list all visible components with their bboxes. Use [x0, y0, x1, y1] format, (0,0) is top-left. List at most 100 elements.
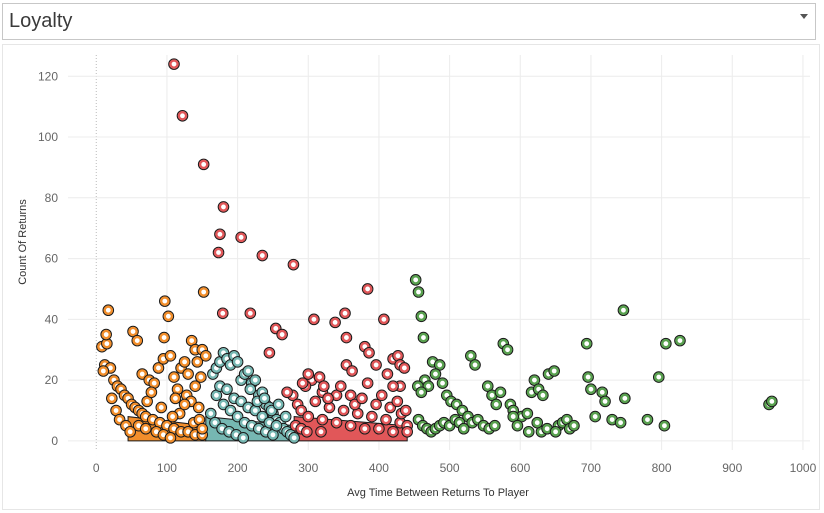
data-point-ring [340, 308, 350, 319]
data-point-ring [160, 296, 170, 306]
data-point-ring [218, 202, 229, 212]
y-tick-label: 80 [45, 191, 59, 205]
data-point-ring [103, 305, 114, 316]
data-point-ring [434, 360, 445, 370]
data-point-ring [319, 381, 329, 391]
data-point-ring [529, 375, 540, 385]
data-point-ring [170, 393, 181, 404]
data-point-ring [338, 405, 349, 416]
data-point-ring [259, 393, 270, 404]
data-point-ring [430, 369, 441, 379]
data-point-ring [98, 366, 109, 376]
data-point-ring [392, 396, 403, 407]
data-point-ring [345, 420, 356, 431]
data-point-ring [457, 405, 468, 416]
data-point-ring [502, 344, 513, 355]
data-point-ring [288, 259, 299, 270]
data-point-ring [146, 387, 157, 398]
data-point-ring [416, 387, 427, 398]
data-point-ring [444, 420, 455, 431]
data-point-ring [371, 360, 381, 370]
data-point-ring [357, 393, 367, 404]
data-point-ring [350, 399, 360, 410]
data-point-ring [217, 308, 228, 319]
data-point-ring [165, 433, 176, 443]
data-point-ring [194, 414, 205, 425]
data-point-ring [215, 229, 225, 240]
y-tick-label: 100 [38, 130, 58, 144]
data-point-ring [388, 381, 398, 391]
data-point-ring [590, 411, 600, 422]
data-point-ring [675, 335, 685, 346]
x-tick-label: 400 [369, 461, 389, 475]
data-point-ring [310, 396, 321, 407]
data-point-ring [128, 326, 138, 337]
data-point-ring [385, 402, 396, 413]
data-point-ring [335, 381, 346, 391]
data-point-ring [297, 378, 308, 388]
data-point-ring [232, 411, 243, 422]
y-tick-label: 20 [45, 373, 59, 387]
data-point-ring [600, 396, 610, 407]
data-point-ring [186, 335, 197, 346]
data-point-ring [581, 338, 592, 349]
data-point-ring [273, 399, 284, 410]
data-point-ring [495, 387, 506, 398]
data-point-ring [465, 351, 476, 361]
data-point-ring [190, 381, 200, 391]
x-tick-label: 800 [652, 461, 672, 475]
data-point-ring [379, 314, 389, 325]
data-point-ring [250, 375, 261, 385]
data-point-ring [245, 308, 256, 319]
y-tick-label: 0 [51, 434, 58, 448]
data-point-ring [522, 408, 533, 419]
data-point-ring [211, 390, 222, 401]
data-point-ring [257, 411, 268, 422]
data-point-ring [218, 399, 229, 410]
data-point-ring [303, 369, 314, 379]
data-point-ring [597, 387, 608, 398]
data-point-ring [659, 420, 670, 431]
data-point-ring [400, 405, 411, 416]
data-point-ring [423, 381, 434, 391]
data-point-ring [410, 275, 421, 285]
data-point-ring [257, 250, 268, 261]
data-point-ring [317, 414, 328, 425]
data-point-ring [416, 311, 427, 322]
data-point-ring [352, 408, 363, 419]
data-point-ring [618, 305, 629, 316]
data-point-ring [473, 414, 483, 425]
view-selector[interactable]: Loyalty [2, 3, 816, 40]
data-point-ring [418, 332, 429, 343]
data-point-ring [491, 399, 502, 410]
data-point-ring [153, 363, 164, 373]
data-point-ring [316, 426, 326, 437]
data-point-ring [177, 110, 188, 121]
data-point-ring [538, 390, 548, 401]
data-point-ring [583, 372, 593, 382]
grid-lines [68, 55, 810, 450]
data-point-ring [413, 287, 424, 297]
data-point-ring [458, 423, 469, 434]
chevron-down-icon[interactable] [800, 14, 808, 19]
data-point-ring [376, 390, 387, 401]
x-tick-label: 900 [722, 461, 742, 475]
data-point-ring [388, 426, 398, 437]
data-point-ring [165, 351, 176, 361]
data-point-ring [169, 372, 179, 382]
data-point-ring [107, 393, 117, 404]
data-point-ring [159, 332, 169, 343]
data-point-ring [331, 417, 342, 428]
data-point-ring [303, 411, 314, 422]
data-point-ring [549, 366, 559, 376]
data-point-ring [362, 284, 373, 294]
data-point-ring [330, 317, 340, 328]
data-point-ring [569, 420, 579, 431]
x-tick-label: 500 [440, 461, 460, 475]
dashboard-title: Loyalty [9, 10, 73, 32]
data-point-ring [197, 423, 208, 434]
data-point-ring [642, 414, 653, 425]
data-point-ring [512, 420, 523, 431]
data-point-ring [225, 405, 236, 416]
